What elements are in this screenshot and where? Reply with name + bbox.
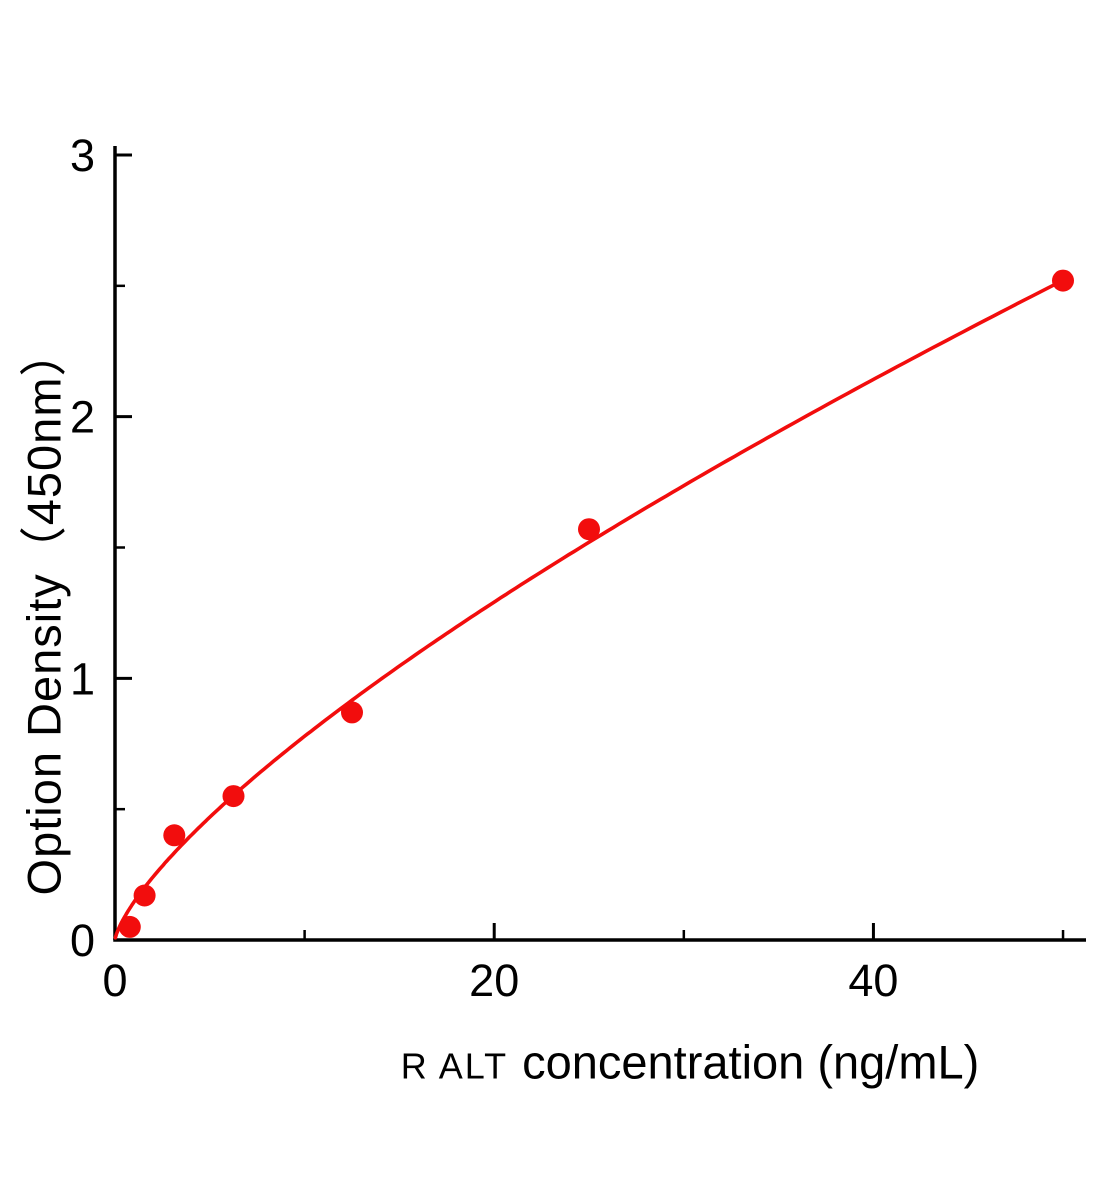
x-tick-label: 40 <box>848 955 898 1006</box>
data-point <box>578 518 600 541</box>
x-axis-label-prefix: R ALT <box>400 1045 509 1087</box>
x-tick-label: 0 <box>102 955 127 1006</box>
y-tick-label: 0 <box>70 915 95 966</box>
data-point <box>222 785 245 808</box>
x-tick-label: 20 <box>469 955 519 1006</box>
y-tick-label: 1 <box>70 653 95 704</box>
data-point <box>1052 269 1074 292</box>
data-point <box>133 884 156 907</box>
y-tick-label: 2 <box>70 392 95 443</box>
data-point <box>118 915 141 938</box>
x-axis-label-main: concentration (ng/mL) <box>522 1035 980 1089</box>
data-point <box>163 824 186 847</box>
fit-curve <box>113 278 1065 940</box>
x-axis-label: R ALT concentration (ng/mL) <box>401 1035 980 1090</box>
data-point <box>341 701 363 724</box>
y-axis-label: Option Density（450nm） <box>17 328 71 896</box>
y-tick-label: 3 <box>70 130 95 181</box>
